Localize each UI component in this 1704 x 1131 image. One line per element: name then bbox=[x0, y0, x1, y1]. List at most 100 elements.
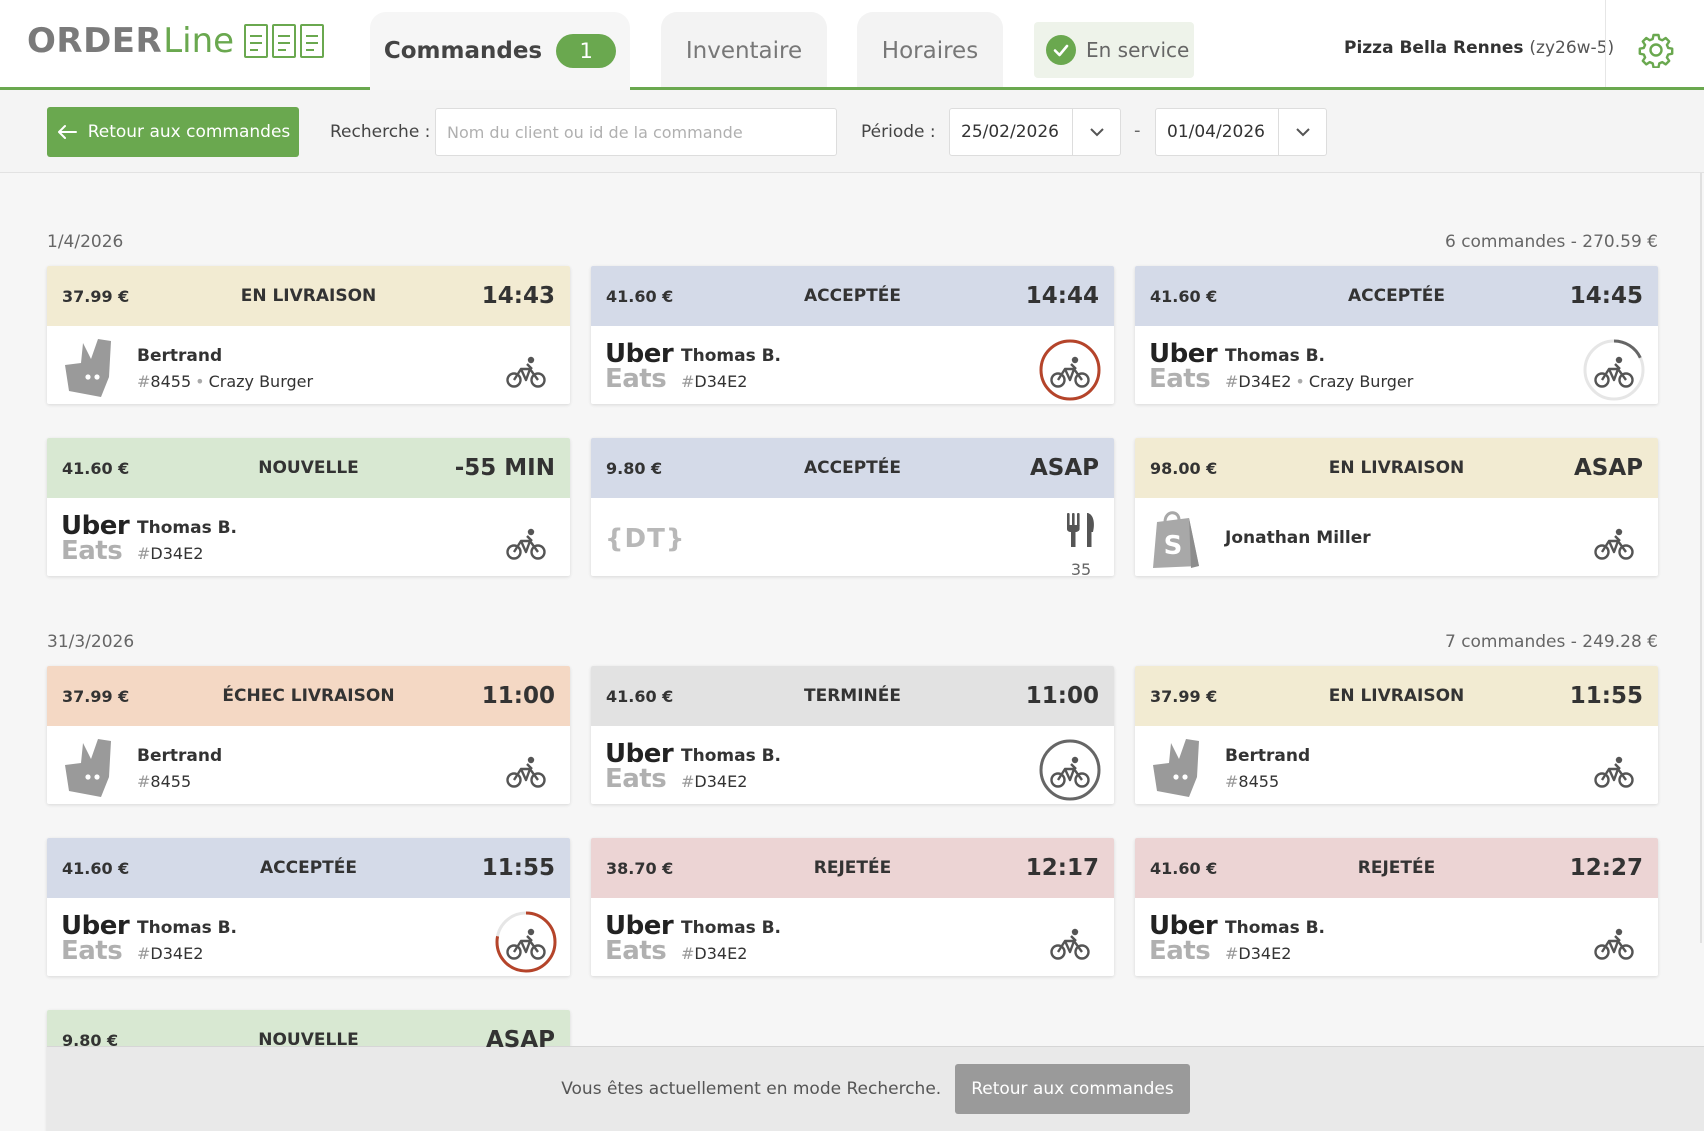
gear-icon[interactable] bbox=[1638, 32, 1674, 69]
restaurant-info: Pizza Bella Rennes (zy26w-5) bbox=[1344, 38, 1614, 58]
order-status: EN LIVRAISON bbox=[1328, 686, 1465, 706]
order-status: ÉCHEC LIVRAISON bbox=[222, 686, 395, 706]
platform-logo: Uber Eats bbox=[605, 738, 674, 796]
order-card[interactable]: 41.60 € ACCEPTÉE 14:44 Uber Eats Thomas B. #D3… bbox=[591, 266, 1114, 404]
order-hash: # bbox=[1225, 772, 1239, 791]
period-label: Période : bbox=[861, 122, 936, 142]
order-card[interactable]: 41.60 € REJETÉE 12:27 Uber Eats Thomas B. #D34… bbox=[1135, 838, 1658, 976]
uber-logo-line2: Eats bbox=[605, 364, 667, 394]
customer-name: Thomas B. bbox=[137, 918, 238, 938]
uber-logo-line2: Eats bbox=[605, 764, 667, 794]
scrollbar-track[interactable] bbox=[1700, 173, 1702, 943]
order-card-body: S Jonathan Miller bbox=[1135, 498, 1658, 576]
order-card-body: Uber Eats Thomas B. #D34E2 bbox=[1135, 898, 1658, 976]
platform-logo: Uber Eats bbox=[605, 338, 674, 396]
back-to-orders-button[interactable]: Retour aux commandes bbox=[47, 107, 299, 157]
platform-logo: Uber Eats bbox=[1149, 338, 1218, 396]
order-card[interactable]: 38.70 € REJETÉE 12:17 Uber Eats Thomas B. #D34… bbox=[591, 838, 1114, 976]
order-reference: #D34E2 bbox=[137, 544, 237, 563]
bike-icon[interactable] bbox=[1582, 338, 1646, 402]
bike-icon[interactable] bbox=[1582, 738, 1646, 802]
day-header: 31/3/2026 7 commandes - 249.28 € bbox=[47, 632, 1658, 652]
platform-logo: Uber Eats bbox=[1149, 910, 1218, 968]
order-price: 37.99 € bbox=[62, 686, 130, 706]
order-price: 37.99 € bbox=[62, 286, 130, 306]
order-time: -55 MIN bbox=[454, 455, 555, 481]
uber-eats-logo: Uber Eats bbox=[1149, 341, 1218, 391]
order-card-header: 41.60 € REJETÉE 12:27 bbox=[1135, 838, 1658, 898]
platform-logo: S bbox=[1149, 510, 1215, 568]
customer-name: Thomas B. bbox=[681, 746, 782, 766]
order-status: NOUVELLE bbox=[258, 1030, 359, 1050]
return-to-orders-button[interactable]: Retour aux commandes bbox=[955, 1064, 1190, 1114]
bike-icon[interactable] bbox=[1582, 510, 1646, 574]
order-hash: # bbox=[681, 772, 695, 791]
platform-logo: {DT} bbox=[605, 510, 684, 568]
customer-name: Thomas B. bbox=[681, 918, 782, 938]
service-status-toggle[interactable]: En service bbox=[1034, 22, 1194, 78]
uber-logo-line2: Eats bbox=[61, 936, 123, 966]
search-label: Recherche : bbox=[330, 122, 431, 142]
bike-icon[interactable] bbox=[1038, 738, 1102, 802]
bike-icon[interactable] bbox=[1582, 910, 1646, 974]
order-card[interactable]: 37.99 € EN LIVRAISON 11:55 Bertrand #8455 bbox=[1135, 666, 1658, 804]
order-card-body: Bertrand #8455 • Crazy Burger bbox=[47, 326, 570, 404]
order-id: D34E2 bbox=[694, 944, 748, 963]
uber-logo-line2: Eats bbox=[1149, 936, 1211, 966]
uber-eats-logo: Uber Eats bbox=[61, 913, 130, 966]
back-to-orders-label: Retour aux commandes bbox=[87, 122, 291, 142]
order-card[interactable]: 41.60 € ACCEPTÉE 11:55 Uber Eats Thomas B. #D3… bbox=[47, 838, 570, 976]
bike-icon[interactable] bbox=[1038, 910, 1102, 974]
fork-knife-icon bbox=[1067, 513, 1094, 547]
order-reference: #8455 bbox=[1225, 772, 1310, 791]
order-hash: # bbox=[137, 944, 151, 963]
search-input[interactable] bbox=[435, 108, 837, 156]
restaurant-code: (zy26w-5) bbox=[1529, 38, 1615, 58]
date-from-picker[interactable]: 25/02/2026 bbox=[949, 108, 1121, 156]
tab-commandes[interactable]: Commandes 1 bbox=[370, 12, 630, 90]
order-card[interactable]: 41.60 € NOUVELLE -55 MIN Uber Eats Thomas B. #… bbox=[47, 438, 570, 576]
bike-icon[interactable] bbox=[494, 738, 558, 802]
uber-logo-line1: Uber bbox=[605, 739, 674, 770]
tab-inventaire[interactable]: Inventaire bbox=[661, 12, 827, 90]
orderline-logo[interactable]: ORDER Line bbox=[27, 18, 325, 64]
order-status: ACCEPTÉE bbox=[803, 286, 901, 306]
tab-horaires[interactable]: Horaires bbox=[857, 12, 1003, 90]
bike-icon[interactable] bbox=[494, 510, 558, 574]
deliveroo-icon bbox=[65, 739, 111, 797]
header-divider bbox=[1605, 0, 1606, 87]
chevron-down-icon[interactable] bbox=[1072, 109, 1120, 155]
order-card[interactable]: 98.00 € EN LIVRAISON ASAP S Jonathan Miller bbox=[1135, 438, 1658, 576]
order-card[interactable]: 41.60 € ACCEPTÉE 14:45 Uber Eats Thomas B. #D3… bbox=[1135, 266, 1658, 404]
order-card-header: 41.60 € NOUVELLE -55 MIN bbox=[47, 438, 570, 498]
platform-logo bbox=[61, 738, 127, 797]
order-card[interactable]: 37.99 € ÉCHEC LIVRAISON 11:00 Bertrand #8455 bbox=[47, 666, 570, 804]
order-reference: #D34E2 bbox=[1225, 944, 1325, 963]
order-card-body: Uber Eats Thomas B. #D34E2 • Crazy Burger bbox=[1135, 326, 1658, 404]
app-header: ORDER Line Commandes 1 Inventaire Horair… bbox=[0, 0, 1704, 90]
platform-logo bbox=[1149, 738, 1215, 797]
bike-icon[interactable] bbox=[1038, 338, 1102, 402]
order-id: D34E2 bbox=[150, 944, 204, 963]
search-mode-message: Vous êtes actuellement en mode Recherche… bbox=[561, 1079, 942, 1099]
order-card[interactable]: 37.99 € EN LIVRAISON 14:43 Bertrand #8455 • Cr… bbox=[47, 266, 570, 404]
order-card[interactable]: 41.60 € TERMINÉE 11:00 Uber Eats Thomas B. #D3… bbox=[591, 666, 1114, 804]
order-reference: #8455 • Crazy Burger bbox=[137, 372, 313, 391]
date-to-picker[interactable]: 01/04/2026 bbox=[1155, 108, 1327, 156]
dine-in-info: 35 bbox=[1064, 512, 1098, 576]
order-card-header: 38.70 € REJETÉE 12:17 bbox=[591, 838, 1114, 898]
order-card-body: Uber Eats Thomas B. #D34E2 bbox=[591, 326, 1114, 404]
order-hash: # bbox=[1225, 944, 1239, 963]
uber-logo-line2: Eats bbox=[61, 536, 123, 566]
order-card-body: Uber Eats Thomas B. #D34E2 bbox=[591, 898, 1114, 976]
bike-icon[interactable] bbox=[494, 910, 558, 974]
order-card[interactable]: 9.80 € ACCEPTÉE ASAP {DT} 35 bbox=[591, 438, 1114, 576]
order-time: 11:55 bbox=[1569, 683, 1643, 709]
bike-icon[interactable] bbox=[494, 338, 558, 402]
commandes-count-badge: 1 bbox=[556, 34, 617, 68]
tab-commandes-label: Commandes bbox=[383, 38, 543, 64]
order-price: 41.60 € bbox=[606, 686, 674, 706]
chevron-down-icon[interactable] bbox=[1278, 109, 1326, 155]
uber-logo-line1: Uber bbox=[61, 511, 130, 542]
order-price: 41.60 € bbox=[606, 286, 674, 306]
